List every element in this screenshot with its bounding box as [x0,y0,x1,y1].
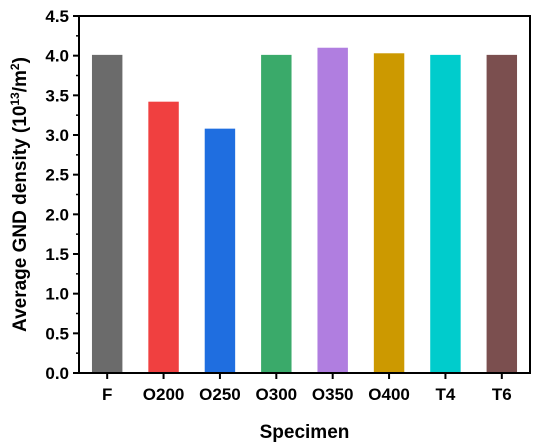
x-ticks-group: F O200 O250 O300 O350 O400 T4 T6 [102,373,512,404]
x-tick-label: O400 [368,385,410,404]
y-tick-label: 2.5 [45,166,69,185]
y-ticks-group: 0.0 0.5 1.0 1.5 2.0 2.5 3.0 3.5 4.0 4.5 [45,7,79,383]
y-tick-label: 4.5 [45,7,69,26]
y-tick-label: 3.0 [45,126,69,145]
y-tick-label: 1.0 [45,285,69,304]
y-tick-label: 4.0 [45,47,69,66]
y-axis-title-prefix: Average GND density (10 [10,106,31,332]
x-tick-label: T6 [492,385,512,404]
bar-o250 [204,128,236,373]
y-axis-title-exp2: 2 [8,63,22,70]
y-axis-title-suffix: ) [10,57,31,63]
x-tick-label: O350 [312,385,354,404]
y-axis-title-exp1: 13 [8,92,22,106]
bar-o400 [373,53,405,373]
bars-group [91,47,518,374]
y-tick-label: 1.5 [45,245,69,264]
bar-o300 [261,54,292,374]
x-tick-label: O300 [256,385,298,404]
bar-t6 [486,54,518,374]
x-tick-label: F [102,385,112,404]
bar-o350 [317,47,348,373]
y-tick-label: 3.5 [45,86,69,105]
y-axis-title: Average GND density (1013/m2) [8,57,31,332]
y-tick-label: 0.0 [45,364,69,383]
bar-t4 [430,54,461,374]
x-axis-title: Specimen [260,422,350,443]
y-tick-label: 0.5 [45,324,69,343]
plot-frame [78,15,531,374]
x-tick-label: O250 [199,385,241,404]
x-tick-label: T4 [436,385,456,404]
y-tick-label: 2.0 [45,205,69,224]
x-tick-label: O200 [143,385,185,404]
bar-o200 [148,101,179,374]
bar-f [91,54,123,374]
y-axis-title-mid: /m [10,70,31,92]
